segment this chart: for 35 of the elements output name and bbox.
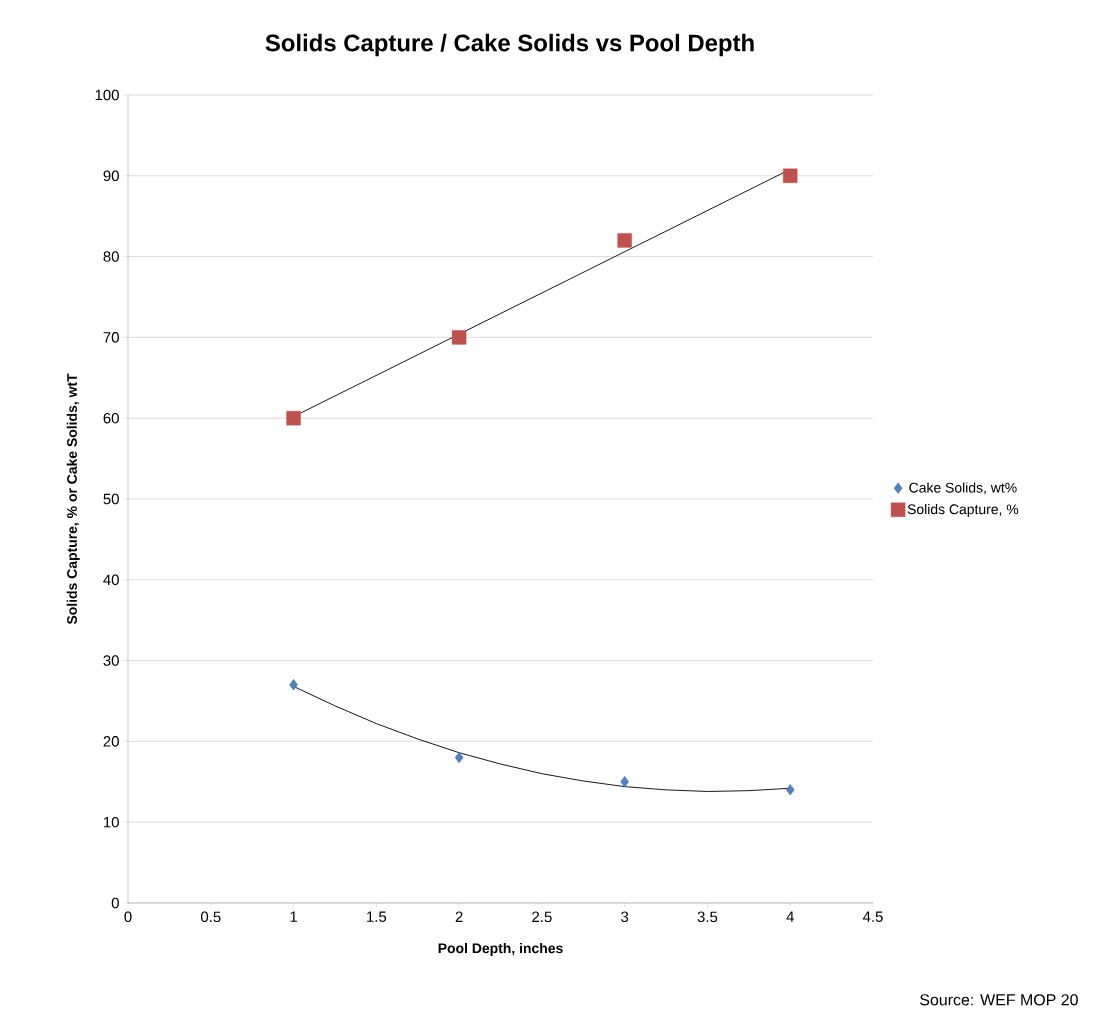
y-tick-label: 70 (103, 332, 119, 343)
point (451, 330, 467, 345)
point (454, 751, 464, 764)
x-tick-label: 1 (290, 911, 297, 922)
x-tick-label: 2 (455, 911, 463, 922)
x-tick-label: 3 (621, 911, 629, 923)
legend-label: Solids Capture, % (907, 503, 1019, 517)
point (785, 784, 795, 796)
point (783, 168, 798, 183)
y-tick-label: 50 (103, 493, 119, 505)
x-tick-label: 4.5 (862, 911, 883, 922)
chart-title: Solids Capture / Cake Solids vs Pool Depth (265, 33, 754, 57)
y-tick-label: 20 (103, 736, 119, 747)
x-tick-label: 0 (124, 911, 132, 923)
point (289, 679, 298, 691)
y-tick-label: 60 (103, 412, 119, 424)
y-tick-label: 80 (103, 251, 119, 262)
x-tick-label: 3.5 (697, 911, 718, 923)
source-note: Source: WEF MOP 20 (920, 994, 1078, 1006)
point (617, 233, 632, 248)
y-axis-title: Solids Capture, % or Cake Solids, wtT (66, 373, 80, 625)
legend-label: Cake Solids, wt% (909, 482, 1017, 495)
x-tick-label: 0.5 (200, 911, 221, 923)
y-tick-label: 30 (103, 655, 119, 666)
y-tick-label: 10 (104, 816, 119, 828)
point (620, 776, 629, 788)
point (286, 410, 301, 426)
y-tick-label: 100 (95, 89, 119, 101)
y-tick-label: 90 (103, 170, 119, 182)
x-tick-label: 1.5 (367, 911, 387, 922)
y-tick-label: 0 (111, 897, 119, 909)
y-tick-label: 40 (103, 574, 119, 586)
x-tick-label: 2.5 (532, 911, 552, 923)
x-axis-title: Pool Depth, inches (438, 942, 563, 956)
x-tick-label: 4 (786, 911, 794, 922)
